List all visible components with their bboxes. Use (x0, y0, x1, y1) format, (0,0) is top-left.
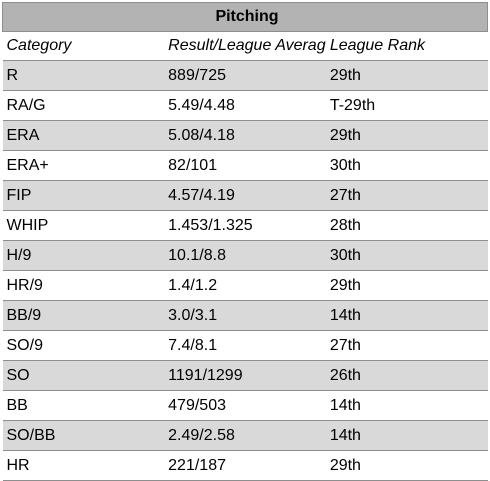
cell-league-rank: 27th (325, 180, 488, 211)
cell-league-rank: 28th (325, 210, 488, 241)
table-title-row: Pitching (2, 2, 488, 32)
cell-league-rank: 29th (325, 450, 488, 481)
cell-category: FIP (2, 180, 165, 211)
cell-result-league-average: 5.08/4.18 (164, 120, 326, 151)
cell-category: H/9 (2, 240, 165, 271)
cell-category: HR (2, 450, 165, 481)
cell-league-rank: T-29th (325, 90, 488, 121)
cell-result-league-average: 479/503 (164, 390, 326, 421)
table-row: HR 221/187 29th (2, 450, 488, 481)
table-row: SO/9 7.4/8.1 27th (2, 330, 488, 361)
cell-category: ERA+ (2, 150, 165, 181)
cell-league-rank: 29th (325, 120, 488, 151)
cell-league-rank: 30th (325, 240, 488, 271)
cell-result-league-average: 4.57/4.19 (164, 180, 326, 211)
header-result-league-average: Result/League Average (164, 31, 326, 61)
table-row: BB/9 3.0/3.1 14th (2, 300, 488, 331)
cell-league-rank: 14th (325, 420, 488, 451)
cell-category: SO/BB (2, 420, 165, 451)
table-row: R 889/725 29th (2, 60, 488, 91)
cell-league-rank: 14th (325, 300, 488, 331)
table-row: WHIP 1.453/1.325 28th (2, 210, 488, 241)
cell-league-rank: 30th (325, 150, 488, 181)
cell-league-rank: 29th (325, 60, 488, 91)
table-row: SO 1191/1299 26th (2, 360, 488, 391)
cell-result-league-average: 1191/1299 (164, 360, 326, 391)
cell-result-league-average: 7.4/8.1 (164, 330, 326, 361)
cell-league-rank: 14th (325, 390, 488, 421)
table-row: HR/9 1.4/1.2 29th (2, 270, 488, 301)
cell-league-rank: 26th (325, 360, 488, 391)
cell-result-league-average: 82/101 (164, 150, 326, 181)
cell-result-league-average: 221/187 (164, 450, 326, 481)
cell-category: WHIP (2, 210, 165, 241)
cell-result-league-average: 5.49/4.48 (164, 90, 326, 121)
table-row: ERA+ 82/101 30th (2, 150, 488, 181)
table-row: BB 479/503 14th (2, 390, 488, 421)
cell-category: SO (2, 360, 165, 391)
cell-result-league-average: 10.1/8.8 (164, 240, 326, 271)
cell-result-league-average: 1.4/1.2 (164, 270, 326, 301)
cell-league-rank: 27th (325, 330, 488, 361)
cell-result-league-average: 2.49/2.58 (164, 420, 326, 451)
table-row: FIP 4.57/4.19 27th (2, 180, 488, 211)
column-header-row: Category Result/League Average League Ra… (2, 31, 488, 61)
cell-result-league-average: 1.453/1.325 (164, 210, 326, 241)
cell-league-rank: 29th (325, 270, 488, 301)
cell-category: SO/9 (2, 330, 165, 361)
table-row: SO/BB 2.49/2.58 14th (2, 420, 488, 451)
cell-result-league-average: 889/725 (164, 60, 326, 91)
header-league-rank: League Rank (325, 31, 488, 61)
table-row: H/9 10.1/8.8 30th (2, 240, 488, 271)
table-row: ERA 5.08/4.18 29th (2, 120, 488, 151)
cell-category: BB (2, 390, 165, 421)
header-category: Category (2, 31, 165, 61)
cell-category: RA/G (2, 90, 165, 121)
cell-category: ERA (2, 120, 165, 151)
cell-category: R (2, 60, 165, 91)
cell-result-league-average: 3.0/3.1 (164, 300, 326, 331)
cell-category: BB/9 (2, 300, 165, 331)
cell-category: HR/9 (2, 270, 165, 301)
table-row: RA/G 5.49/4.48 T-29th (2, 90, 488, 121)
table-title: Pitching (2, 2, 488, 32)
